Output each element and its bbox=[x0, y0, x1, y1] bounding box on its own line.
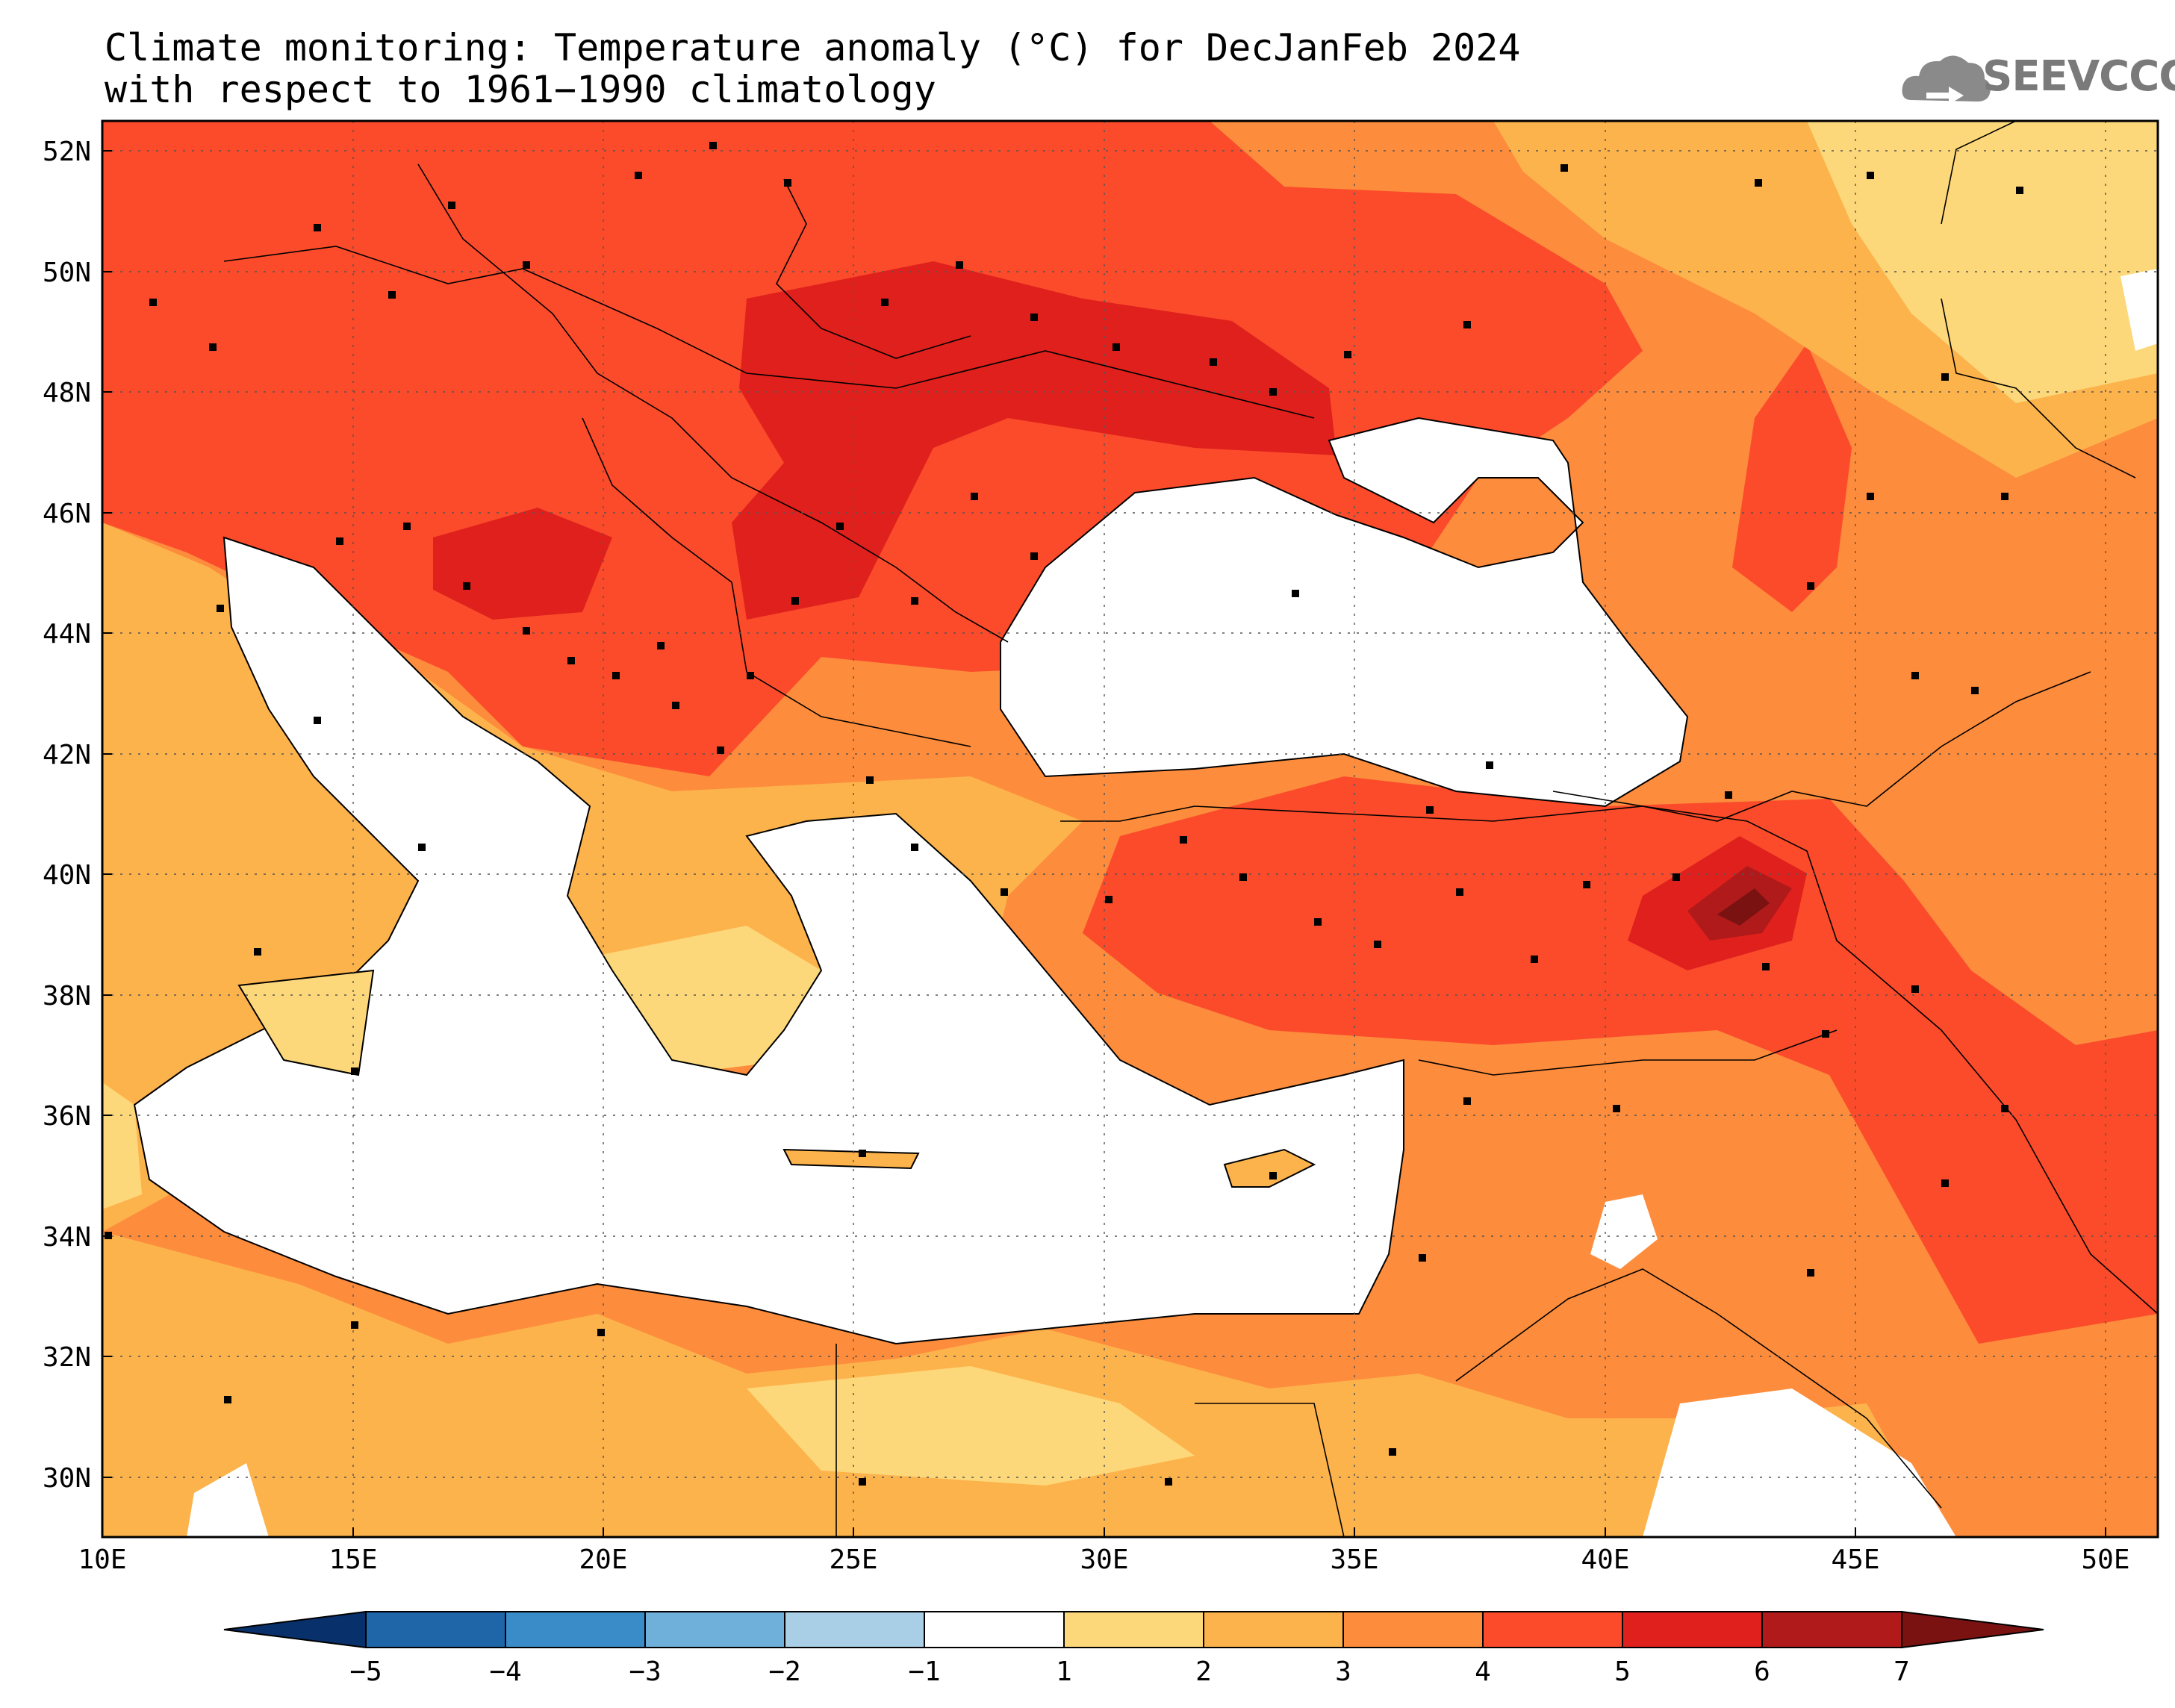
colorbar-tick-label: 6 bbox=[1754, 1656, 1770, 1687]
lat-tick-label: 34N bbox=[43, 1222, 91, 1253]
colorbar-min-arrow bbox=[223, 1610, 367, 1649]
lat-tick-label: 42N bbox=[43, 740, 91, 770]
colorbar-box bbox=[1482, 1611, 1623, 1648]
latitude-axis: 52N 50N 48N 46N 44N 42N 40N 38N 36N 34N … bbox=[43, 137, 91, 1494]
arabia-gap bbox=[1643, 1388, 1956, 1537]
lat-tick-label: 32N bbox=[43, 1342, 91, 1373]
latitude-ticks bbox=[102, 150, 112, 1478]
lon-tick-label: 25E bbox=[829, 1545, 877, 1575]
lat-tick-label: 52N bbox=[43, 137, 91, 167]
lat-tick-label: 38N bbox=[43, 981, 91, 1012]
lat-tick-label: 30N bbox=[43, 1463, 91, 1494]
map-title-line1: Climate monitoring: Temperature anomaly … bbox=[105, 26, 1521, 69]
lat-tick-label: 40N bbox=[43, 860, 91, 891]
colorbar-box bbox=[1622, 1611, 1763, 1648]
colorbar-box bbox=[924, 1611, 1065, 1648]
colorbar-tick-label: −5 bbox=[349, 1656, 382, 1687]
lon-tick-label: 30E bbox=[1080, 1545, 1128, 1575]
black-sea bbox=[1001, 418, 1687, 806]
colorbar-max-arrow bbox=[1901, 1610, 2044, 1649]
anomaly-zone-1-2-tunisia bbox=[102, 1082, 142, 1209]
anomaly-zone-gt7 bbox=[1717, 888, 1770, 926]
lon-tick-label: 15E bbox=[329, 1545, 377, 1575]
lat-tick-label: 36N bbox=[43, 1101, 91, 1132]
libya-gap bbox=[187, 1463, 269, 1537]
longitude-axis: 10E 15E 20E 25E 30E 35E 40E 45E 50E bbox=[78, 1545, 2129, 1575]
colorbar-box bbox=[1063, 1611, 1204, 1648]
colorbar-tick-label: −4 bbox=[489, 1656, 521, 1687]
black-sea-coastline bbox=[1000, 417, 1689, 808]
anomaly-zone-1-2-northeast bbox=[1807, 121, 2158, 403]
lat-tick-label: 48N bbox=[43, 378, 91, 408]
colorbar-tick-label: 3 bbox=[1335, 1656, 1351, 1687]
temperature-anomaly-map: 52N 50N 48N 46N 44N 42N 40N 38N 36N 34N … bbox=[43, 119, 2159, 1575]
colorbar-tick-label: 2 bbox=[1195, 1656, 1212, 1687]
colorbar-box bbox=[644, 1611, 785, 1648]
graticule bbox=[102, 121, 2158, 1537]
colorbar-box bbox=[784, 1611, 925, 1648]
anomaly-zone-1-2-egypt bbox=[747, 1366, 1195, 1486]
cloud-logo-icon bbox=[1902, 55, 1991, 105]
cyprus-island bbox=[1223, 1148, 1316, 1188]
colorbar-tick-label: 4 bbox=[1475, 1656, 1491, 1687]
anomaly-zone-4-5-east bbox=[1083, 776, 2158, 1344]
lat-tick-label: 46N bbox=[43, 499, 91, 529]
colorbar-tick-label: 7 bbox=[1894, 1656, 1910, 1687]
colorbar-labels: −5 −4 −3 −2 −1 1 2 3 4 5 6 7 bbox=[349, 1656, 1910, 1687]
colorbar-boxes bbox=[223, 1610, 2044, 1649]
mediterranean-sea bbox=[134, 537, 1404, 1344]
logo-text: SEEVCCC bbox=[1982, 52, 2175, 101]
station-markers bbox=[105, 142, 2023, 1486]
anomaly-zone-4-5-russia bbox=[1732, 343, 1852, 612]
colorbar-tick-label: 1 bbox=[1056, 1656, 1072, 1687]
lon-tick-label: 10E bbox=[78, 1545, 126, 1575]
lon-tick-label: 35E bbox=[1330, 1545, 1378, 1575]
anomaly-zone-5-6-balkans bbox=[433, 508, 612, 620]
map-title-line2: with respect to 1961−1990 climatology bbox=[105, 68, 936, 111]
colorbar-tick-label: −2 bbox=[768, 1656, 800, 1687]
syrian-desert-gap bbox=[1590, 1194, 1658, 1269]
colorbar-box bbox=[1203, 1611, 1344, 1648]
colorbar-box bbox=[1761, 1611, 1902, 1648]
longitude-ticks bbox=[352, 1527, 2106, 1537]
lon-tick-label: 20E bbox=[579, 1545, 627, 1575]
lat-tick-label: 44N bbox=[43, 619, 91, 649]
colorbar-tick-label: 5 bbox=[1614, 1656, 1631, 1687]
colorbar-tick-label: −1 bbox=[908, 1656, 940, 1687]
anomaly-zone-5-6 bbox=[732, 261, 1337, 620]
lon-tick-label: 45E bbox=[1831, 1545, 1879, 1575]
colorbar-box bbox=[365, 1611, 506, 1648]
colorbar-box bbox=[1342, 1611, 1484, 1648]
caspian-sea bbox=[2120, 269, 2158, 351]
map-frame bbox=[101, 119, 2159, 1539]
lon-tick-label: 50E bbox=[2081, 1545, 2129, 1575]
lat-tick-label: 50N bbox=[43, 258, 91, 288]
colorbar-tick-label: −3 bbox=[629, 1656, 661, 1687]
lon-tick-label: 40E bbox=[1581, 1545, 1629, 1575]
colorbar-box bbox=[505, 1611, 646, 1648]
crete-island bbox=[782, 1148, 920, 1170]
